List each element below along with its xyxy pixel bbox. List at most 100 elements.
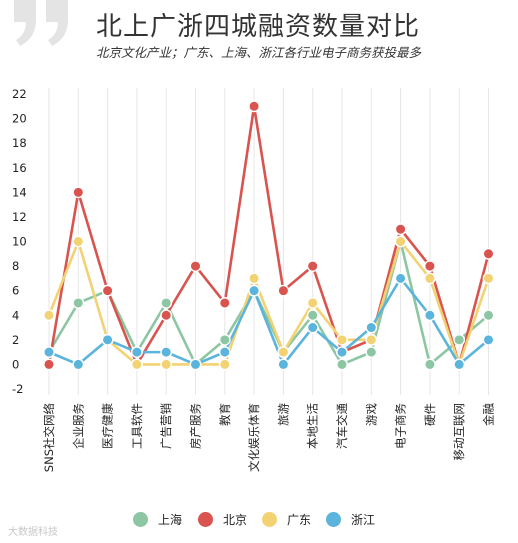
data-point xyxy=(218,297,231,309)
legend-label-guangdong: 广东 xyxy=(287,513,312,527)
legend-swatch-zhejiang xyxy=(326,512,341,527)
y-tick-label: 14 xyxy=(12,185,27,199)
data-point xyxy=(218,346,231,359)
x-tick-label: 企业服务 xyxy=(71,403,85,449)
data-point xyxy=(130,346,143,359)
x-tick-label: 本地生活 xyxy=(306,403,320,449)
data-point xyxy=(482,333,495,346)
y-tick-label: 18 xyxy=(12,136,27,150)
x-tick-label: 工具软件 xyxy=(130,403,144,449)
y-tick-label: -2 xyxy=(12,382,23,396)
data-point xyxy=(72,358,85,371)
data-point xyxy=(365,321,378,334)
y-tick-label: 4 xyxy=(12,308,19,322)
data-point xyxy=(43,346,55,359)
x-tick-label: 金融 xyxy=(482,403,496,426)
x-tick-label: 电子商务 xyxy=(394,403,408,449)
x-tick-label: 游戏 xyxy=(364,403,378,426)
series-line xyxy=(48,277,490,366)
data-point xyxy=(394,272,407,285)
data-point xyxy=(189,358,202,371)
data-point xyxy=(189,260,202,272)
data-point xyxy=(423,260,436,272)
legend-swatch-beijing xyxy=(198,512,213,527)
data-point xyxy=(453,358,466,371)
data-point xyxy=(101,333,114,346)
data-point xyxy=(453,333,466,346)
data-point xyxy=(218,358,231,371)
data-point xyxy=(248,100,261,113)
data-point xyxy=(423,272,436,285)
data-point xyxy=(336,333,348,346)
data-point xyxy=(365,346,378,359)
y-tick-label: 10 xyxy=(12,235,27,249)
data-point xyxy=(101,284,114,297)
data-point xyxy=(72,297,85,309)
x-tick-label: 房产服务 xyxy=(189,403,203,449)
page-title: 北上广浙四城融资数量对比 xyxy=(96,12,421,42)
data-point xyxy=(482,309,495,322)
series-line xyxy=(47,240,490,366)
data-point xyxy=(394,235,407,248)
data-point xyxy=(277,346,290,359)
y-tick-label: 0 xyxy=(12,357,19,371)
y-tick-label: 12 xyxy=(12,210,27,224)
legend-item-zhejiang[interactable]: 浙江 xyxy=(326,511,375,528)
data-point xyxy=(277,284,290,297)
legend-label-beijing: 北京 xyxy=(223,513,248,527)
data-point xyxy=(423,309,436,322)
y-tick-label: 8 xyxy=(12,259,19,273)
line-chart: -2 0 2 4 6 8 10 12 14 16 18 20 22 SNS社交网络 企业服务 医疗健康 工具软件… xyxy=(12,87,496,473)
data-point xyxy=(160,297,173,309)
y-tick-label: 20 xyxy=(12,112,27,126)
data-point xyxy=(72,235,85,248)
y-tick-label: 2 xyxy=(12,333,19,347)
data-point xyxy=(306,260,319,272)
legend-item-beijing[interactable]: 北京 xyxy=(198,511,247,528)
data-point xyxy=(160,346,173,359)
data-point xyxy=(248,284,261,297)
data-point xyxy=(306,321,319,334)
data-point xyxy=(306,297,319,309)
data-point xyxy=(482,272,495,285)
x-tick-label: 硬件 xyxy=(423,403,437,426)
double-quote-icon xyxy=(14,0,68,46)
data-point xyxy=(336,346,348,359)
watermark: 大数据科技 xyxy=(8,527,58,538)
chart-legend: 上海 北京 广东 浙江 xyxy=(0,511,518,535)
legend-label-shanghai: 上海 xyxy=(158,513,183,527)
y-tick-label: 6 xyxy=(12,284,19,298)
x-tick-label: 广告营销 xyxy=(159,403,173,449)
data-point xyxy=(277,358,290,371)
data-point xyxy=(218,333,231,346)
data-point xyxy=(248,272,261,285)
legend-swatch-shanghai xyxy=(133,512,148,527)
data-point xyxy=(43,309,55,322)
data-point xyxy=(43,358,55,371)
data-point xyxy=(130,358,143,371)
legend-item-guangdong[interactable]: 广东 xyxy=(262,511,311,528)
data-point xyxy=(365,333,378,346)
data-point xyxy=(160,309,173,322)
data-point xyxy=(160,358,173,371)
legend-label-zhejiang: 浙江 xyxy=(351,513,376,527)
legend-item-shanghai[interactable]: 上海 xyxy=(133,511,182,528)
x-tick-label: 教育 xyxy=(218,403,232,426)
data-point xyxy=(423,358,436,371)
series-line xyxy=(47,104,490,366)
data-point xyxy=(336,358,348,371)
legend-swatch-guangdong xyxy=(262,512,277,527)
series-line xyxy=(47,240,490,366)
x-tick-label: 文化娱乐体育 xyxy=(247,403,261,472)
y-tick-label: 16 xyxy=(12,161,27,175)
data-point xyxy=(482,247,495,260)
x-tick-label: 移动互联网 xyxy=(452,403,466,461)
x-tick-label: SNS社交网络 xyxy=(42,403,56,473)
x-tick-label: 旅游 xyxy=(276,403,290,426)
data-point xyxy=(306,309,319,322)
data-point xyxy=(394,223,407,236)
x-tick-label: 医疗健康 xyxy=(101,403,115,449)
y-tick-label: 22 xyxy=(12,87,27,101)
x-tick-label: 汽车交通 xyxy=(335,403,349,449)
data-point xyxy=(72,186,85,199)
